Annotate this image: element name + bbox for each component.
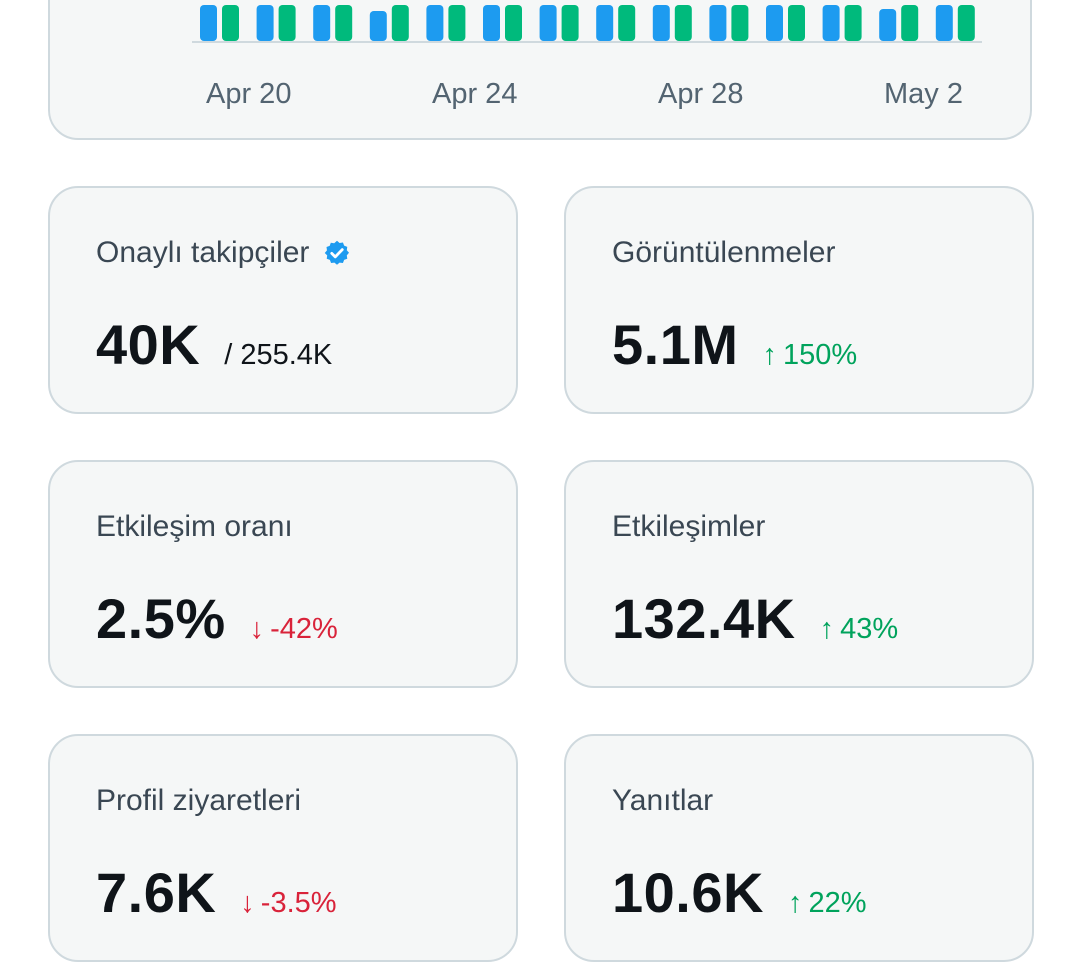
delta-badge: ↓ -3.5% [240, 887, 336, 920]
card-label: Görüntülenmeler [612, 236, 836, 269]
card-value-row: 7.6K ↓ -3.5% [96, 860, 337, 925]
card-value: 5.1M [612, 313, 739, 376]
chart-bar-green[interactable] [957, 5, 975, 41]
card-value-row: 132.4K ↑ 43% [612, 586, 898, 651]
card-verified-followers[interactable]: Onaylı takipçiler 40K / 255.4K [48, 186, 518, 414]
card-value: 40K [96, 313, 201, 376]
chart-bar-green[interactable] [335, 5, 353, 41]
chart-bar-blue[interactable] [879, 9, 897, 41]
analytics-chart-card: Apr 20 Apr 24 Apr 28 May 2 [48, 0, 1032, 140]
card-value-row: 40K / 255.4K [96, 312, 332, 377]
chart-bar-green[interactable] [505, 5, 522, 41]
card-value: 2.5% [96, 587, 226, 650]
bar-chart: Apr 20 Apr 24 Apr 28 May 2 [192, 5, 982, 110]
chart-bar-blue[interactable] [596, 5, 614, 41]
chart-bar-green[interactable] [391, 5, 409, 41]
delta-badge: ↑ 22% [788, 887, 867, 920]
delta-badge: ↑ 150% [763, 339, 858, 372]
chart-bar-green[interactable] [901, 5, 919, 41]
card-value-row: 2.5% ↓ -42% [96, 586, 338, 651]
verified-badge-icon [325, 240, 350, 265]
x-tick-label: Apr 28 [658, 78, 743, 110]
card-value: 7.6K [96, 861, 217, 924]
delta-badge: ↓ -42% [250, 613, 338, 646]
delta-value: 22% [808, 887, 867, 919]
chart-bar-green[interactable] [561, 5, 579, 41]
chart-bar-green[interactable] [222, 5, 239, 41]
card-profile-visits[interactable]: Profil ziyaretleri 7.6K ↓ -3.5% [48, 734, 518, 962]
delta-badge: ↑ 43% [820, 613, 899, 646]
chart-bar-green[interactable] [788, 5, 805, 41]
card-label-text: Onaylı takipçiler [96, 236, 310, 269]
chart-bar-blue[interactable] [369, 11, 387, 41]
card-total: / 255.4K [224, 339, 333, 371]
card-engagements[interactable]: Etkileşimler 132.4K ↑ 43% [564, 460, 1034, 688]
card-engagement-rate[interactable]: Etkileşim oranı 2.5% ↓ -42% [48, 460, 518, 688]
chart-bar-green[interactable] [618, 5, 636, 41]
card-label: Profil ziyaretleri [96, 784, 302, 817]
delta-value: -3.5% [260, 887, 337, 919]
chart-bar-blue[interactable] [256, 5, 274, 41]
chart-bar-blue[interactable] [483, 5, 500, 41]
chart-bar-green[interactable] [731, 5, 749, 41]
chart-bar-green[interactable] [844, 5, 862, 41]
card-replies[interactable]: Yanıtlar 10.6K ↑ 22% [564, 734, 1034, 962]
chart-bar-blue[interactable] [426, 5, 444, 41]
arrow-down-icon: ↓ [240, 887, 255, 919]
arrow-down-icon: ↓ [249, 613, 265, 645]
card-label: Etkileşim oranı [96, 510, 293, 543]
chart-bar-blue[interactable] [822, 5, 840, 41]
chart-bar-green[interactable] [278, 5, 296, 41]
card-label: Etkileşimler [612, 510, 766, 543]
x-tick-label: Apr 20 [206, 78, 291, 110]
card-value-row: 5.1M ↑ 150% [612, 312, 857, 377]
arrow-up-icon: ↑ [762, 339, 778, 371]
chart-bar-blue[interactable] [935, 5, 953, 41]
delta-value: -42% [270, 613, 338, 645]
arrow-up-icon: ↑ [787, 887, 803, 919]
chart-bar-blue[interactable] [766, 5, 783, 41]
card-impressions[interactable]: Görüntülenmeler 5.1M ↑ 150% [564, 186, 1034, 414]
x-tick-label: Apr 24 [432, 78, 517, 110]
card-label: Onaylı takipçiler [96, 236, 351, 270]
chart-bar-blue[interactable] [313, 5, 331, 41]
delta-value: 150% [783, 339, 858, 371]
chart-bar-blue[interactable] [709, 5, 727, 41]
chart-bar-blue[interactable] [652, 5, 670, 41]
chart-bar-blue[interactable] [200, 5, 217, 41]
delta-value: 43% [840, 613, 899, 645]
card-value: 10.6K [612, 861, 764, 924]
arrow-up-icon: ↑ [819, 613, 835, 645]
x-tick-label: May 2 [884, 78, 963, 110]
card-value: 132.4K [612, 587, 796, 650]
chart-bar-blue[interactable] [539, 5, 557, 41]
card-label: Yanıtlar [612, 784, 714, 817]
card-value-row: 10.6K ↑ 22% [612, 860, 866, 925]
chart-bar-green[interactable] [448, 5, 466, 41]
chart-bar-green[interactable] [674, 5, 692, 41]
